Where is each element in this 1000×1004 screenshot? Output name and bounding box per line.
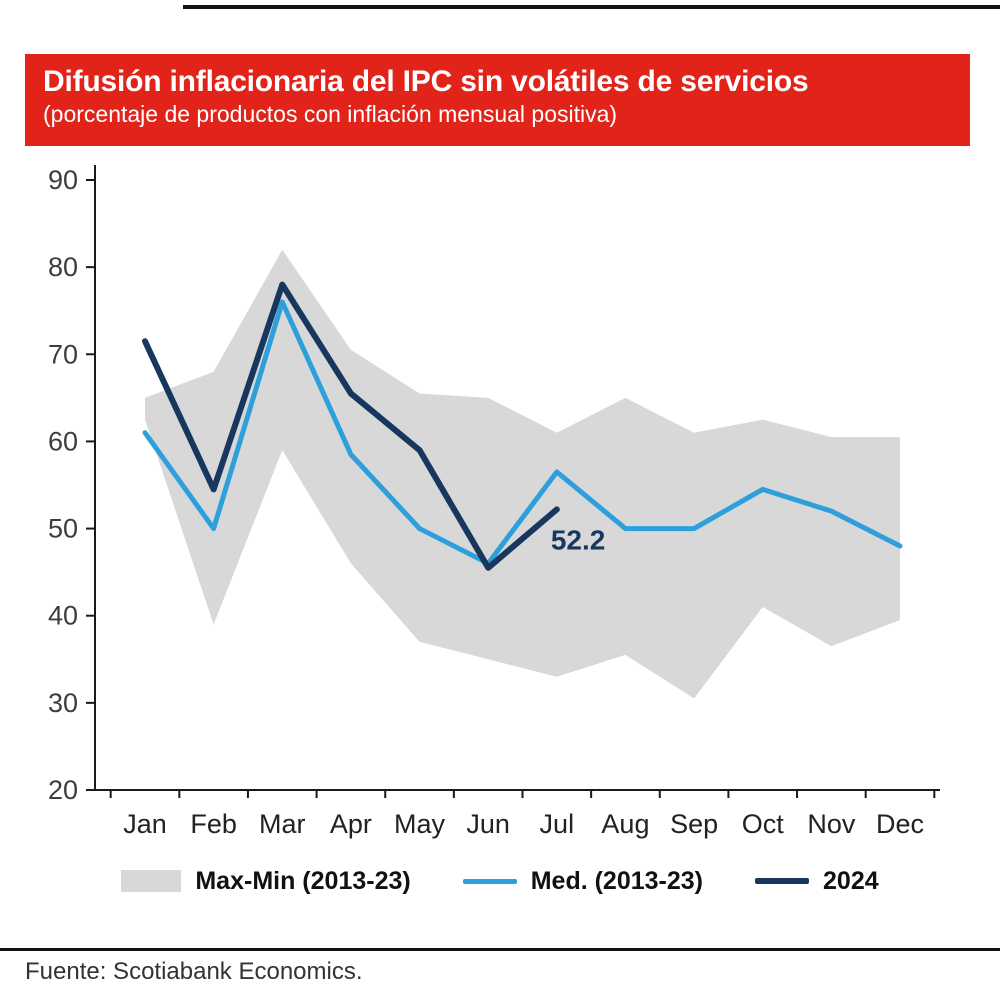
chart-area: 20 30 40 50 60 70 80 90 Jan Feb Mar Apr May Jun Jul Aug…	[0, 145, 1000, 850]
legend-item-median: Med. (2013-23)	[462, 866, 704, 896]
legend-item-2024: 2024	[755, 867, 879, 896]
svg-text:Sep: Sep	[670, 809, 718, 839]
svg-text:80: 80	[48, 252, 78, 282]
median-line-swatch-icon	[462, 878, 517, 884]
chart-subtitle: (porcentaje de productos con inflación m…	[43, 101, 618, 127]
top-border	[183, 5, 1000, 9]
legend-label-median: Med. (2013-23)	[530, 866, 704, 895]
max-min-band-swatch-icon	[121, 870, 182, 892]
line-2024-swatch-icon	[755, 878, 810, 884]
svg-text:Feb: Feb	[190, 809, 237, 839]
svg-text:Jun: Jun	[466, 809, 510, 839]
svg-text:Oct: Oct	[742, 809, 785, 839]
legend-item-maxmin: Max-Min (2013-23)	[121, 866, 411, 896]
chart-legend: Max-Min (2013-23) Med. (2013-23) 2024	[0, 858, 1000, 904]
svg-text:90: 90	[48, 165, 78, 195]
svg-text:52.2: 52.2	[551, 524, 606, 555]
chart-title: Difusión inflacionaria del IPC sin volát…	[43, 65, 809, 98]
svg-text:Dec: Dec	[876, 809, 924, 839]
svg-text:30: 30	[48, 688, 78, 718]
legend-label-2024: 2024	[823, 866, 879, 895]
svg-text:70: 70	[48, 339, 78, 369]
footer-divider	[0, 948, 1000, 951]
svg-text:Aug: Aug	[601, 809, 649, 839]
svg-text:May: May	[394, 809, 446, 839]
svg-text:Jan: Jan	[123, 809, 167, 839]
svg-text:20: 20	[48, 775, 78, 805]
svg-text:Nov: Nov	[807, 809, 856, 839]
svg-text:Jul: Jul	[540, 809, 575, 839]
svg-text:40: 40	[48, 601, 78, 631]
legend-label-maxmin: Max-Min (2013-23)	[195, 866, 411, 895]
svg-text:50: 50	[48, 514, 78, 544]
line-chart: 20 30 40 50 60 70 80 90 Jan Feb Mar Apr May Jun Jul Aug…	[48, 165, 940, 839]
svg-text:Mar: Mar	[259, 809, 306, 839]
title-banner: Difusión inflacionaria del IPC sin volát…	[25, 54, 970, 146]
svg-text:60: 60	[48, 426, 78, 456]
source-note: Fuente: Scotiabank Economics.	[25, 958, 363, 985]
svg-text:Apr: Apr	[330, 809, 372, 839]
